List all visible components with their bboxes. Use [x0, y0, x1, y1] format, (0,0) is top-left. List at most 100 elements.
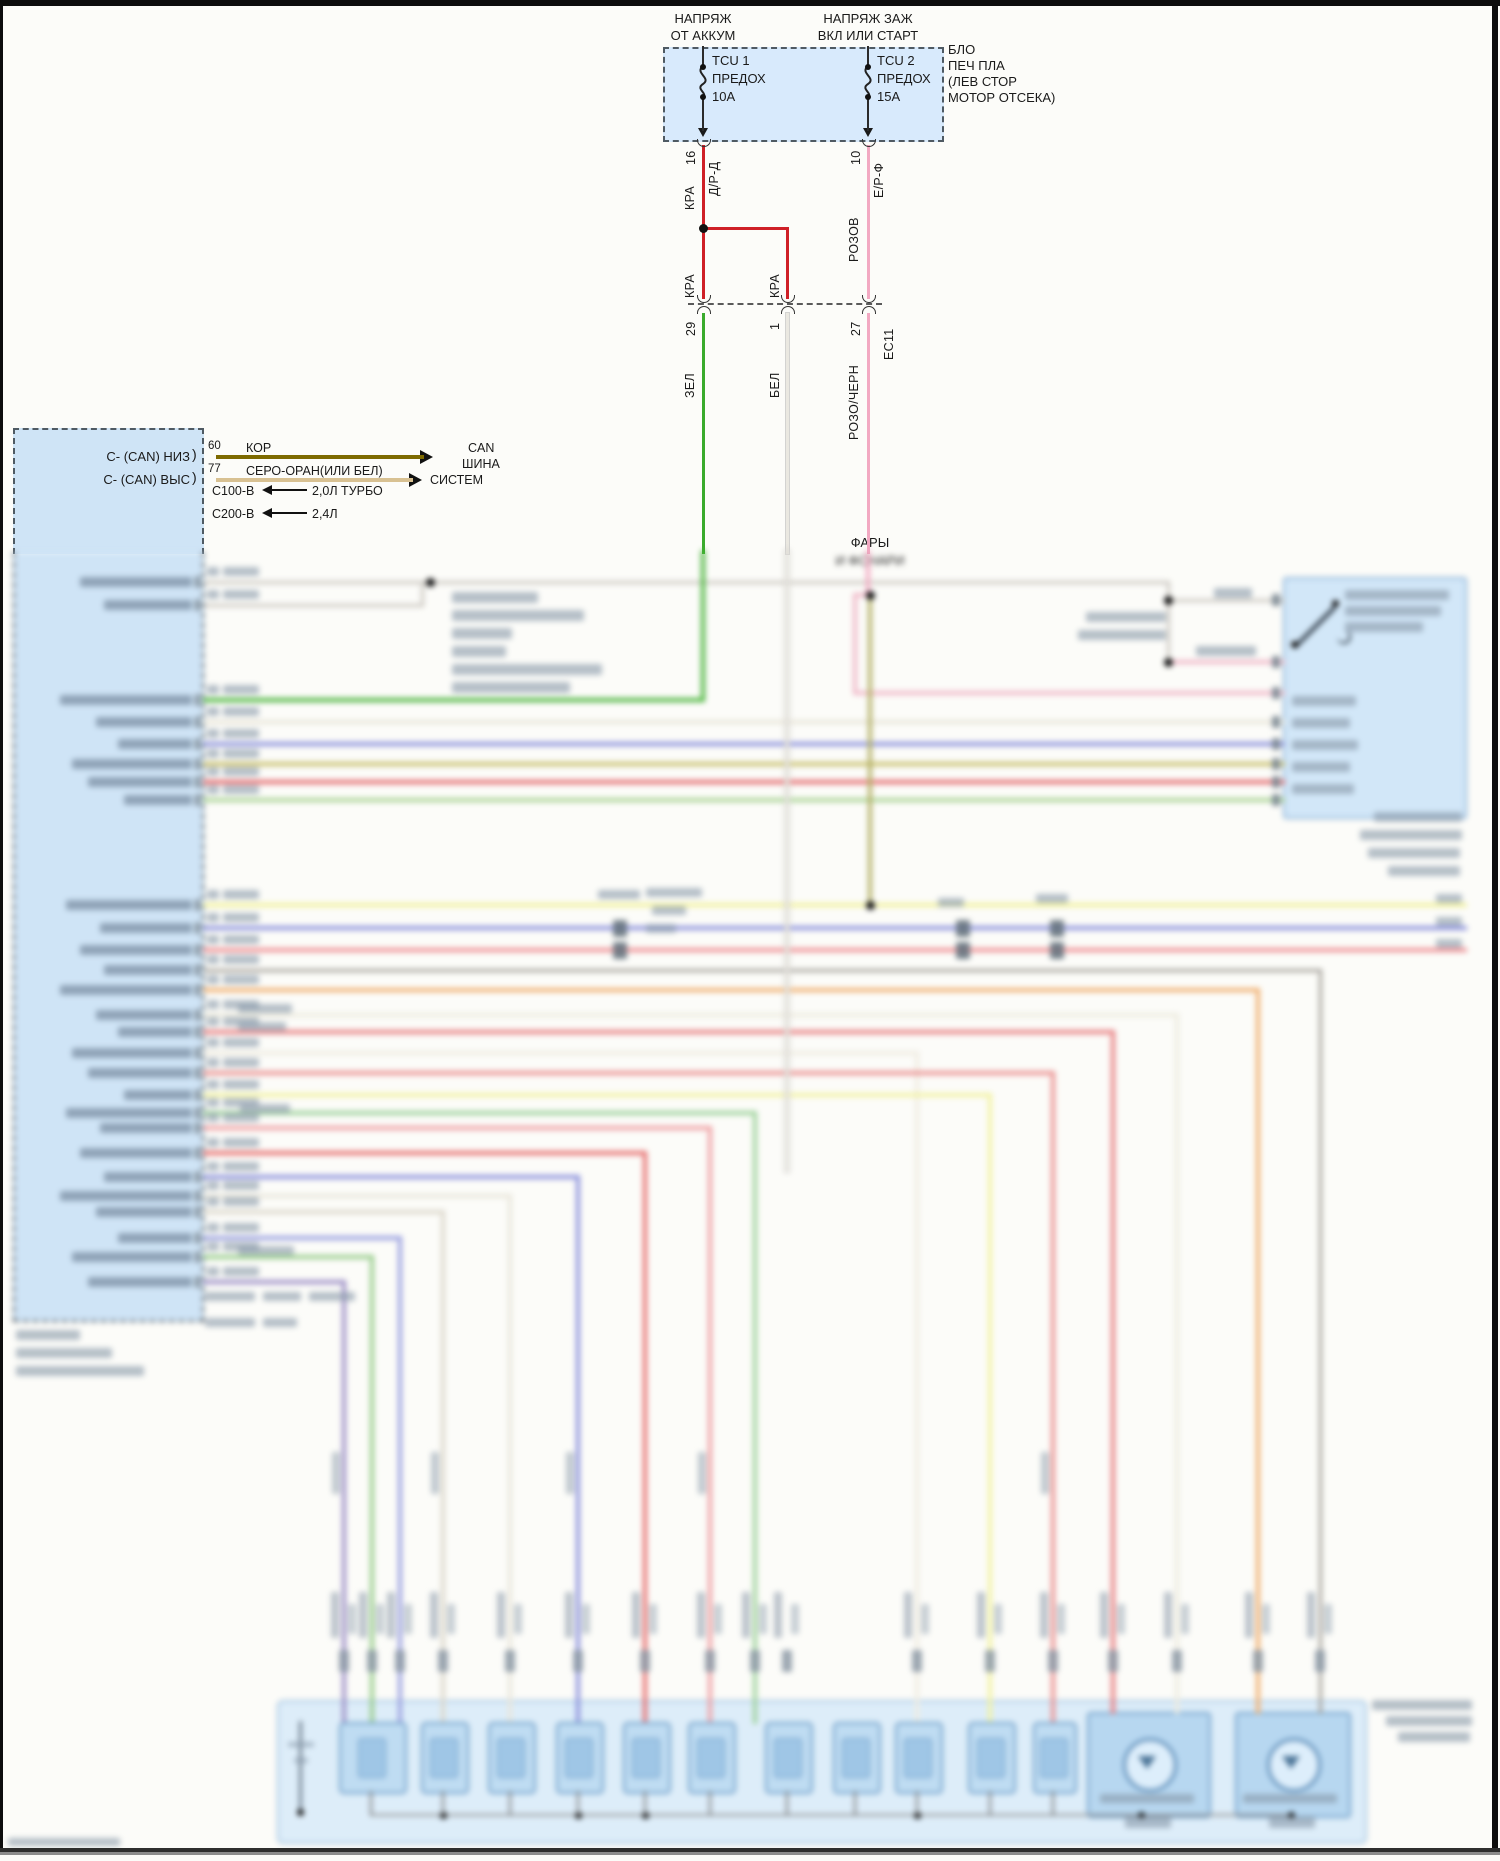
- blurred-text-bar: [452, 664, 602, 675]
- wire-segment: [203, 1194, 512, 1198]
- wire-segment: [1166, 660, 1285, 664]
- connector-ec11-line: [688, 303, 882, 305]
- blurred-text-bar: [1050, 920, 1064, 937]
- blurred-text-bar: [100, 1123, 192, 1133]
- blurred-text-bar: [1272, 738, 1280, 750]
- blurred-text-bar: [452, 592, 538, 603]
- blurred-text-bar: [430, 1592, 438, 1638]
- blurred-text-bar: [348, 1604, 356, 1634]
- blurred-text-bar: [331, 1592, 339, 1638]
- blurred-text-bar: [1262, 1604, 1270, 1634]
- vertical-wire-label: ЗЕЛ: [683, 373, 697, 398]
- headlamps-label-line2: И ФОНАРИ: [835, 553, 905, 568]
- fuse-2-label: TCU 2 ПРЕДОХ 15A: [877, 52, 931, 106]
- blurred-text-bar: [72, 1252, 192, 1262]
- fuse-box-name-line2: ПЕЧ ПЛА: [948, 58, 1005, 73]
- vertical-wire-label: 29: [684, 321, 698, 336]
- wire-segment: [203, 1236, 402, 1240]
- blurred-text-bar: [1360, 830, 1462, 840]
- blurred-text-bar: [207, 767, 219, 776]
- blurred-text-bar: [1057, 1604, 1065, 1634]
- wire-segment: [370, 1255, 374, 1724]
- blurred-text-bar: [223, 785, 259, 794]
- junction-dot: [699, 93, 707, 101]
- wire-segment: [342, 1280, 346, 1724]
- blurred-text-bar: [994, 1604, 1002, 1634]
- can-note2-dest: 2,4Л: [312, 507, 338, 521]
- vertical-wire-label: РОЗОВ: [847, 217, 861, 262]
- blurred-text-bar: [16, 1366, 144, 1376]
- blurred-text-bar: [791, 1604, 799, 1634]
- blurred-text-bar: [195, 1009, 200, 1021]
- blurred-text-bar: [207, 935, 219, 944]
- wire-segment: [866, 550, 870, 597]
- blurred-text-bar: [80, 1148, 192, 1158]
- connector-hook-icon: [862, 139, 876, 147]
- wire-segment: [989, 1791, 991, 1816]
- blurred-text-bar: [223, 749, 259, 758]
- blurred-text-bar: [1041, 1452, 1049, 1494]
- vertical-wire-label: 1: [768, 322, 782, 330]
- blurred-text-bar: [505, 1650, 515, 1672]
- blurred-text-bar: [774, 1592, 782, 1638]
- blurred-text-bar: [238, 1004, 292, 1013]
- wire-segment: [203, 780, 1285, 784]
- blurred-text-bar: [387, 1592, 395, 1638]
- blurred-text-bar: [1048, 1650, 1058, 1672]
- blurred-text-bar: [223, 1038, 259, 1047]
- wire-segment: [785, 312, 789, 554]
- vertical-wire-label: КРА: [683, 185, 697, 210]
- wire-segment: [1166, 580, 1170, 664]
- blurred-text-bar: [207, 729, 219, 738]
- blurred-text-bar: [613, 942, 627, 959]
- blurred-text-bar: [195, 716, 200, 728]
- blurred-text-bar: [72, 759, 192, 769]
- blurred-text-bar: [782, 1650, 792, 1672]
- blurred-text-bar: [207, 1000, 219, 1009]
- strip-connector-cell-inner: [632, 1738, 660, 1778]
- wire-segment: [701, 226, 789, 230]
- blurred-text-bar: [912, 1650, 922, 1672]
- vertical-wire-label: Д/Р-Д: [707, 161, 721, 196]
- blurred-text-bar: [88, 777, 192, 787]
- footer-rule-light: [0, 1852, 1500, 1855]
- strip-connector-cell-inner: [497, 1738, 525, 1778]
- blurred-text-bar: [223, 975, 259, 984]
- wire-segment: [1318, 968, 1322, 1714]
- blurred-text-bar: [195, 944, 200, 956]
- junction-dot: [1287, 1811, 1295, 1819]
- blurred-text-bar: [1214, 588, 1252, 598]
- blurred-text-bar: [1086, 612, 1166, 622]
- blurred-text-bar: [1164, 1592, 1172, 1638]
- blurred-text-bar: [339, 1650, 349, 1672]
- blurred-text-bar: [60, 695, 192, 705]
- blurred-text-bar: [263, 1292, 301, 1301]
- junction-dot: [1163, 657, 1173, 667]
- motor-rotor-icon-2: [1282, 1756, 1300, 1769]
- blurred-text-bar: [118, 1233, 192, 1243]
- blurred-text-bar: [632, 1592, 640, 1638]
- blurred-text-bar: [195, 576, 200, 588]
- blurred-text-bar: [646, 888, 702, 897]
- blurred-text-bar: [207, 785, 219, 794]
- fuse-1-element-icon: [699, 65, 707, 98]
- wire-segment: [509, 1791, 511, 1816]
- wire-segment: [203, 603, 424, 607]
- blurred-text-bar: [195, 984, 200, 996]
- blurred-text-bar: [431, 1452, 439, 1494]
- blurred-text-bar: [956, 942, 970, 959]
- blurred-text-bar: [223, 1098, 259, 1107]
- vertical-wire-label: 27: [849, 321, 863, 336]
- blurred-text-bar: [447, 1604, 455, 1634]
- blurred-text-bar: [223, 1223, 259, 1232]
- blurred-text-bar: [195, 1190, 200, 1202]
- blurred-text-bar: [1324, 1604, 1332, 1634]
- wire-segment: [916, 1791, 918, 1816]
- blur-wire-layer: [0, 550, 1500, 1861]
- blurred-text-bar: [1292, 740, 1358, 750]
- junction-dot: [296, 1808, 304, 1816]
- blurred-text-bar: [238, 1022, 286, 1031]
- blurred-text-bar: [921, 1604, 929, 1634]
- wire-segment: [202, 902, 1468, 908]
- blurred-text-bar: [223, 890, 259, 899]
